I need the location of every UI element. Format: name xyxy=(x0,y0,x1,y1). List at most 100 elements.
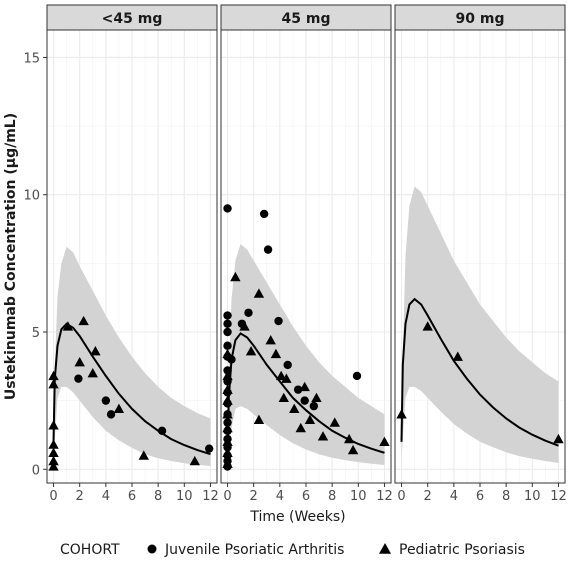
point-pediatric-psoriasis xyxy=(222,395,233,405)
point-pediatric-psoriasis xyxy=(265,335,276,345)
point-juvenile-psoriatic-arthritis xyxy=(223,418,232,427)
x-tick-label: 4 xyxy=(102,489,110,504)
point-pediatric-psoriasis xyxy=(222,409,233,419)
point-juvenile-psoriatic-arthritis xyxy=(157,426,167,436)
point-pediatric-psoriasis xyxy=(222,458,233,468)
point-pediatric-psoriasis xyxy=(253,288,265,298)
point-juvenile-psoriatic-arthritis xyxy=(309,401,319,411)
facet-strip-label: 45 mg xyxy=(282,11,331,27)
point-pediatric-psoriasis xyxy=(304,414,316,425)
point-pediatric-psoriasis xyxy=(48,447,59,457)
point-pediatric-psoriasis xyxy=(278,392,289,403)
x-tick-label: 6 xyxy=(128,489,136,504)
legend-title: COHORT xyxy=(60,542,120,558)
point-juvenile-psoriatic-arthritis xyxy=(223,204,232,213)
x-tick-label: 12 xyxy=(550,489,567,504)
point-pediatric-psoriasis xyxy=(553,433,564,444)
x-tick-label: 10 xyxy=(350,489,367,504)
point-pediatric-psoriasis xyxy=(48,420,59,430)
y-tick-label: 10 xyxy=(23,189,40,204)
point-pediatric-psoriasis xyxy=(317,431,329,441)
point-pediatric-psoriasis xyxy=(275,370,287,381)
facet-panel: 90 mg xyxy=(394,4,566,484)
y-axis: 0 5 10 15 xyxy=(23,51,47,478)
facet-strip xyxy=(394,4,566,31)
facet-strip-label: 90 mg xyxy=(456,11,505,27)
y-tick-label: 15 xyxy=(23,51,40,66)
y-axis-title: Ustekinumab Concentration (μg/mL) xyxy=(3,113,19,400)
point-pediatric-psoriasis xyxy=(48,378,59,389)
point-pediatric-psoriasis xyxy=(78,315,89,326)
point-juvenile-psoriatic-arthritis xyxy=(300,396,309,405)
x-tick-label: 8 xyxy=(154,489,162,504)
point-pediatric-psoriasis xyxy=(222,384,233,394)
point-juvenile-psoriatic-arthritis xyxy=(223,366,232,375)
point-pediatric-psoriasis xyxy=(90,346,101,356)
x-tick-label: 10 xyxy=(524,489,541,504)
point-pediatric-psoriasis xyxy=(311,392,322,403)
point-pediatric-psoriasis xyxy=(347,444,359,455)
point-juvenile-psoriatic-arthritis xyxy=(74,374,83,383)
facet-strip xyxy=(220,4,392,31)
x-axis: 0 2 4 6 8 10 12 0 2 4 6 8 10 12 0 2 4 6 8 10 12 xyxy=(49,483,567,504)
point-pediatric-psoriasis xyxy=(113,403,125,414)
facet-panels: <45 mg 45 mg 90 mg xyxy=(46,4,566,484)
point-juvenile-psoriatic-arthritis xyxy=(101,396,111,405)
prediction-interval-band xyxy=(401,186,559,463)
median-curve xyxy=(52,322,211,456)
point-juvenile-psoriatic-arthritis xyxy=(263,245,273,254)
point-juvenile-psoriatic-arthritis xyxy=(259,209,269,219)
x-tick-label: 6 xyxy=(302,489,310,504)
point-pediatric-psoriasis xyxy=(138,450,149,460)
point-pediatric-psoriasis xyxy=(329,417,340,427)
x-tick-label: 12 xyxy=(202,489,219,504)
x-tick-label: 0 xyxy=(49,489,57,504)
point-pediatric-psoriasis xyxy=(48,455,59,466)
facet-strip xyxy=(46,4,218,31)
point-juvenile-psoriatic-arthritis xyxy=(223,311,232,320)
point-juvenile-psoriatic-arthritis xyxy=(223,327,232,337)
point-pediatric-psoriasis xyxy=(48,461,59,471)
point-pediatric-psoriasis xyxy=(87,367,98,378)
point-pediatric-psoriasis xyxy=(289,403,300,414)
x-tick-label: 0 xyxy=(223,489,231,504)
point-juvenile-psoriatic-arthritis xyxy=(352,371,362,381)
x-axis-title: Time (Weeks) xyxy=(249,509,345,525)
point-pediatric-psoriasis xyxy=(422,321,433,331)
point-juvenile-psoriatic-arthritis xyxy=(283,360,292,370)
point-pediatric-psoriasis xyxy=(396,409,407,419)
point-pediatric-psoriasis xyxy=(452,351,463,361)
facet-panel: <45 mg xyxy=(46,4,218,484)
point-juvenile-psoriatic-arthritis xyxy=(106,410,116,419)
point-pediatric-psoriasis xyxy=(48,370,59,381)
point-pediatric-psoriasis xyxy=(239,321,250,331)
point-juvenile-psoriatic-arthritis xyxy=(204,444,214,453)
x-tick-label: 2 xyxy=(424,489,432,504)
x-tick-label: 8 xyxy=(502,489,510,504)
facet-panel: 45 mg xyxy=(220,4,392,484)
point-pediatric-psoriasis xyxy=(48,439,59,449)
point-juvenile-psoriatic-arthritis xyxy=(223,319,232,328)
point-pediatric-psoriasis xyxy=(222,348,233,359)
x-tick-label: 10 xyxy=(176,489,193,504)
point-pediatric-psoriasis xyxy=(343,433,355,444)
legend: COHORT Juvenile Psoriatic Arthritis Pediat… xyxy=(60,542,525,558)
legend-label-juvenile: Juvenile Psoriatic Arthritis xyxy=(164,542,344,558)
x-tick-label: 8 xyxy=(328,489,336,504)
facet-strip-label: <45 mg xyxy=(102,11,163,27)
point-pediatric-psoriasis xyxy=(270,348,282,359)
x-tick-label: 0 xyxy=(397,489,405,504)
point-pediatric-psoriasis xyxy=(222,447,233,457)
point-pediatric-psoriasis xyxy=(299,381,310,392)
point-pediatric-psoriasis xyxy=(222,370,233,381)
legend-label-pediatric: Pediatric Psoriasis xyxy=(399,542,525,558)
point-juvenile-psoriatic-arthritis xyxy=(274,316,283,326)
y-tick-label: 5 xyxy=(32,326,40,341)
point-juvenile-psoriatic-arthritis xyxy=(244,308,253,317)
x-tick-label: 4 xyxy=(450,489,458,504)
legend-key-circle xyxy=(147,544,157,554)
point-pediatric-psoriasis xyxy=(379,436,390,446)
point-pediatric-psoriasis xyxy=(230,271,241,282)
